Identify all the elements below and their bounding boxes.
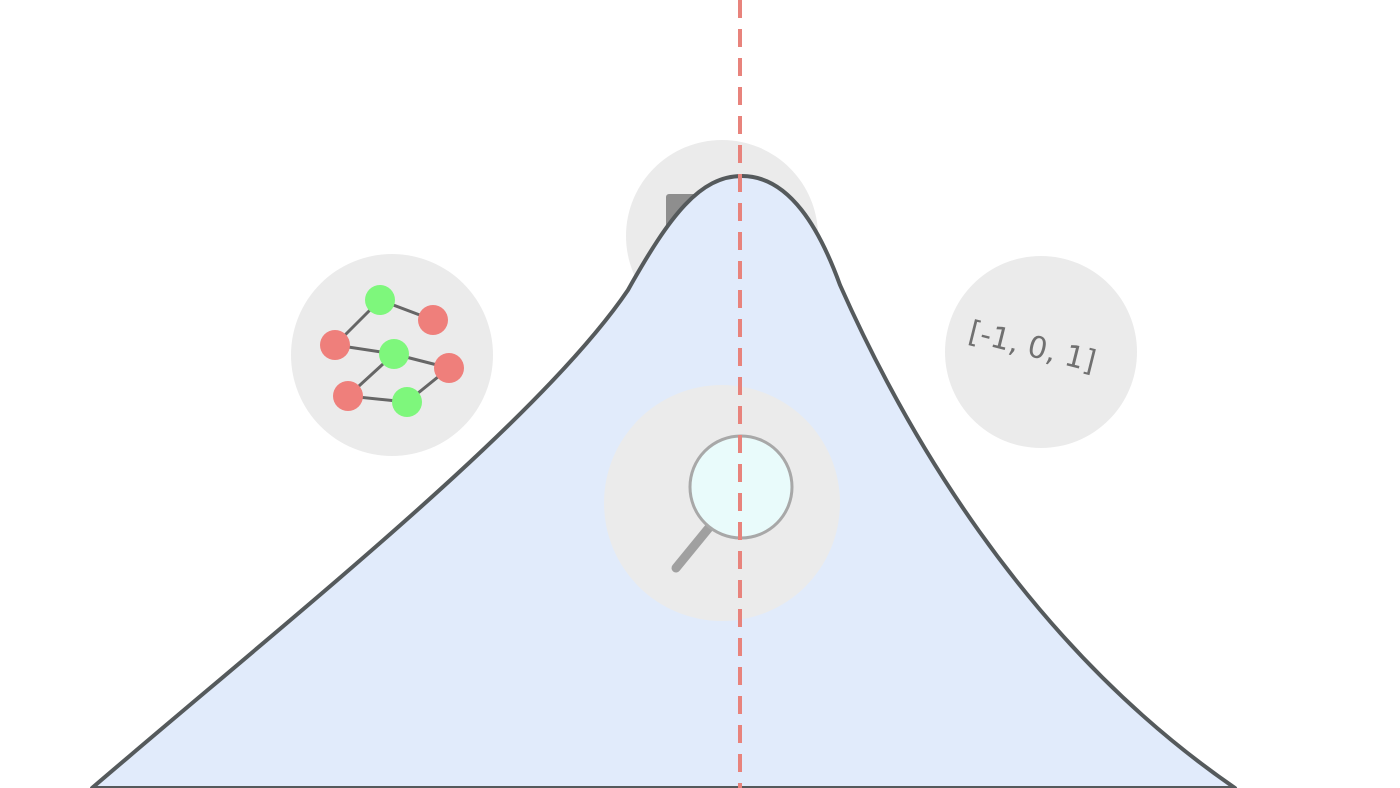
graph-badge bbox=[291, 254, 493, 456]
graph-node bbox=[333, 381, 363, 411]
graph-node bbox=[434, 353, 464, 383]
graph-node bbox=[392, 387, 422, 417]
graph-node bbox=[365, 285, 395, 315]
graph-network-icon bbox=[320, 285, 464, 417]
graph-node bbox=[320, 330, 350, 360]
graph-node bbox=[418, 305, 448, 335]
vector-badge: [-1, 0, 1] bbox=[945, 256, 1137, 448]
search-badge bbox=[604, 385, 840, 621]
graph-node bbox=[379, 339, 409, 369]
magnifier-icon bbox=[671, 434, 794, 573]
